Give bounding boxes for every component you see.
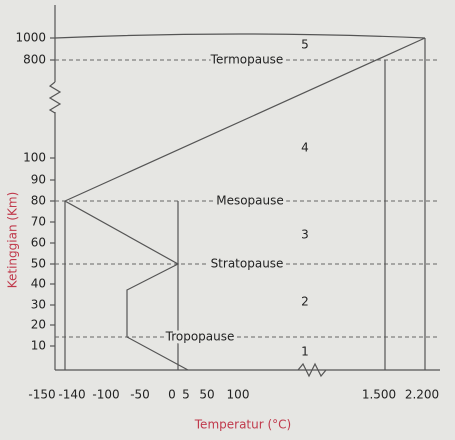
y-tick-label: 80 bbox=[31, 194, 46, 208]
y-tick-label: 70 bbox=[31, 215, 46, 229]
y-tick-label: 10 bbox=[31, 339, 46, 353]
axis-break-zigzag bbox=[297, 362, 327, 378]
y-tick-label: 100 bbox=[23, 151, 46, 165]
y-tick-label: 800 bbox=[23, 53, 46, 67]
x-tick-label: 2.200 bbox=[405, 388, 439, 402]
x-tick-label: 100 bbox=[227, 388, 250, 402]
y-axis-title: Ketinggian (Km) bbox=[6, 192, 20, 289]
x-tick-label: 50 bbox=[199, 388, 214, 402]
y-tick-label: 20 bbox=[31, 318, 46, 332]
boundary-label: Stratopause bbox=[211, 257, 284, 271]
x-tick-label: -50 bbox=[130, 388, 150, 402]
layer-number: 3 bbox=[301, 228, 309, 242]
boundary-label: Termopause bbox=[210, 53, 284, 67]
x-tick-label: 5 bbox=[182, 388, 190, 402]
x-tick-label: 1.500 bbox=[362, 388, 396, 402]
y-tick-label: 90 bbox=[31, 173, 46, 187]
x-axis-title: Temperatur (°C) bbox=[194, 418, 291, 432]
y-tick-label: 60 bbox=[31, 236, 46, 250]
layer-number: 2 bbox=[301, 295, 309, 309]
x-tick-label: -150 bbox=[28, 388, 55, 402]
boundary-label: Mesopause bbox=[216, 194, 284, 208]
y-tick-label: 50 bbox=[31, 257, 46, 271]
temperature-profile bbox=[63, 37, 426, 371]
y-tick-label: 40 bbox=[31, 277, 46, 291]
top-boundary bbox=[54, 33, 426, 39]
x-tick-label: 0 bbox=[168, 388, 176, 402]
x-tick-label: -100 bbox=[92, 388, 119, 402]
layer-number: 4 bbox=[301, 141, 309, 155]
boundary-label: Tropopause bbox=[165, 330, 235, 344]
axis-break-zigzag bbox=[48, 81, 62, 114]
layer-number: 5 bbox=[301, 38, 309, 52]
layer-number: 1 bbox=[301, 345, 309, 359]
y-tick-label: 30 bbox=[31, 298, 46, 312]
y-tick-label: 1000 bbox=[15, 31, 46, 45]
x-tick-label: -140 bbox=[58, 388, 85, 402]
